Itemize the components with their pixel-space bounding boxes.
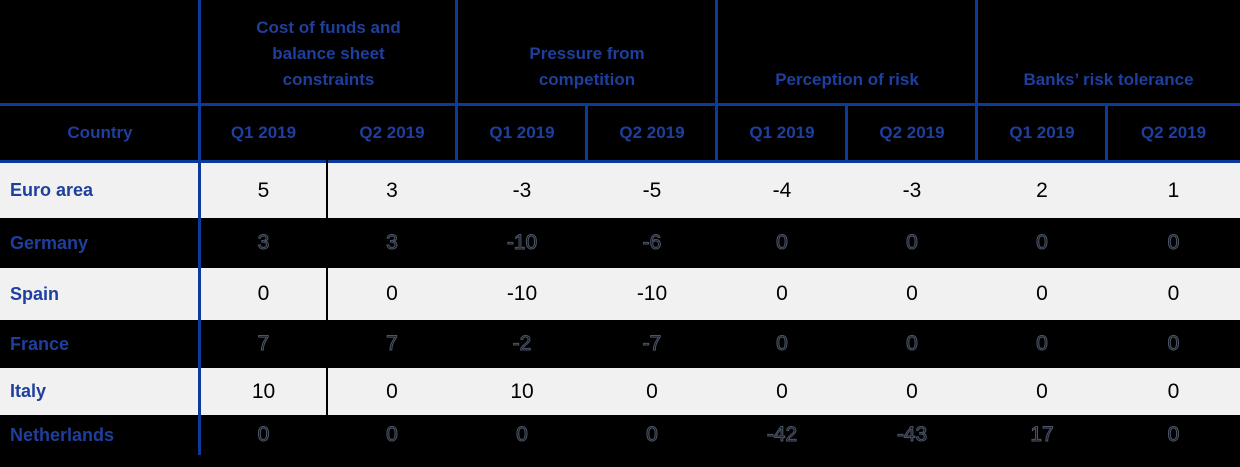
- value-cell: 7: [257, 332, 270, 356]
- value-cell: 0: [776, 282, 788, 305]
- vertical-divider-group3: [715, 0, 718, 163]
- value-cell: -5: [642, 178, 662, 202]
- value-cell: 10: [510, 379, 534, 403]
- value-cell: -10: [506, 231, 538, 255]
- column-group-cost-of-funds: Cost of funds and balance sheet constrai…: [256, 18, 401, 89]
- value-cell: 0: [386, 379, 398, 403]
- value-cell: 0: [906, 282, 918, 305]
- value-cell: 0: [1036, 332, 1049, 356]
- value-cell: 0: [516, 423, 529, 447]
- country-cell: France: [10, 333, 70, 354]
- value-cell: 0: [257, 423, 270, 447]
- value-cell: 2: [1036, 178, 1048, 202]
- table-row: Netherlands 0 0 0 0 -42 -43 17 0: [0, 415, 1240, 455]
- column-group-pressure-from-competition: Pressure from competition: [529, 44, 645, 89]
- value-cell: 0: [1167, 423, 1180, 447]
- country-column-header: Country: [67, 123, 133, 142]
- corner-cell: [0, 0, 200, 103]
- value-cell: 0: [1167, 379, 1180, 403]
- value-cell: 0: [386, 282, 398, 305]
- column-header-q7: Q1 2019: [1009, 123, 1075, 142]
- column-header-q4: Q2 2019: [619, 123, 685, 142]
- value-cell: 0: [386, 423, 399, 447]
- value-cell: -4: [772, 178, 792, 202]
- vertical-divider-quarter-g2: [585, 106, 588, 163]
- value-cell: 0: [1167, 231, 1180, 255]
- column-header-q3: Q1 2019: [489, 123, 555, 142]
- vertical-divider-quarter-g1-black: [326, 106, 328, 455]
- column-header-q8: Q2 2019: [1140, 123, 1207, 142]
- vertical-divider-group2: [455, 0, 458, 163]
- column-group-perception-of-risk: Perception of risk: [775, 70, 919, 89]
- table-row: Italy 10 0 10 0 0 0 0 0: [0, 368, 1240, 415]
- value-cell: 0: [257, 282, 270, 305]
- value-cell: -6: [642, 231, 662, 255]
- quarter-header-row: Country Q1 2019 Q2 2019 Q1 2019 Q2 2019 …: [0, 106, 1240, 160]
- value-cell: 0: [646, 423, 659, 447]
- value-cell: 0: [906, 379, 918, 403]
- value-cell: 3: [386, 178, 398, 202]
- vertical-divider-quarter-g3: [845, 106, 848, 163]
- value-cell: -43: [896, 423, 928, 447]
- value-cell: 0: [906, 231, 919, 255]
- table-row: Germany 3 3 -10 -6 0 0 0 0: [0, 218, 1240, 268]
- horizontal-divider-top: [0, 103, 1240, 106]
- column-header-q5: Q1 2019: [749, 123, 815, 142]
- value-cell: -3: [512, 178, 532, 202]
- value-cell: 0: [1167, 332, 1180, 356]
- value-cell: 1: [1167, 178, 1180, 202]
- country-cell: Germany: [10, 232, 89, 253]
- table-body: Euro area 5 3 -3 -5 -4 -3 2 1 Germany 3 …: [0, 163, 1240, 455]
- value-cell: 3: [386, 231, 399, 255]
- column-header-q6: Q2 2019: [879, 123, 945, 142]
- value-cell: 0: [776, 231, 789, 255]
- table-row: Euro area 5 3 -3 -5 -4 -3 2 1: [0, 163, 1240, 218]
- group-header-row: Cost of funds and balance sheet constrai…: [0, 0, 1240, 103]
- column-header-q2: Q2 2019: [359, 123, 425, 142]
- country-cell: Italy: [10, 381, 47, 401]
- country-cell: Spain: [10, 283, 60, 304]
- country-cell: Netherlands: [10, 424, 115, 445]
- value-cell: 0: [646, 379, 658, 403]
- country-cell: Euro area: [10, 180, 94, 200]
- value-cell: 7: [386, 332, 399, 356]
- value-cell: -3: [902, 178, 922, 202]
- value-cell: 0: [1167, 282, 1180, 305]
- vertical-divider-group4: [975, 0, 978, 163]
- value-cell: -42: [766, 423, 798, 447]
- vertical-divider-quarter-g4: [1105, 106, 1108, 163]
- value-cell: 0: [906, 332, 919, 356]
- value-cell: 0: [776, 379, 788, 403]
- value-cell: 5: [257, 178, 270, 202]
- value-cell: -7: [642, 332, 662, 356]
- table-row: France 7 7 -2 -7 0 0 0 0: [0, 320, 1240, 368]
- column-group-banks-risk-tolerance: Banks’ risk tolerance: [1023, 70, 1194, 89]
- value-cell: -2: [512, 332, 532, 356]
- column-header-q1: Q1 2019: [230, 123, 297, 142]
- vertical-divider-country: [198, 0, 201, 455]
- value-cell: 0: [776, 332, 789, 356]
- value-cell: 17: [1030, 423, 1054, 447]
- value-cell: -10: [506, 282, 538, 305]
- value-cell: 0: [1036, 379, 1048, 403]
- value-cell: 3: [257, 231, 270, 255]
- horizontal-divider-bottom: [0, 160, 1240, 163]
- value-cell: 0: [1036, 282, 1048, 305]
- table-row: Spain 0 0 -10 -10 0 0 0 0: [0, 268, 1240, 320]
- value-cell: 0: [1036, 231, 1049, 255]
- value-cell: 10: [251, 379, 276, 403]
- value-cell: -10: [636, 282, 668, 305]
